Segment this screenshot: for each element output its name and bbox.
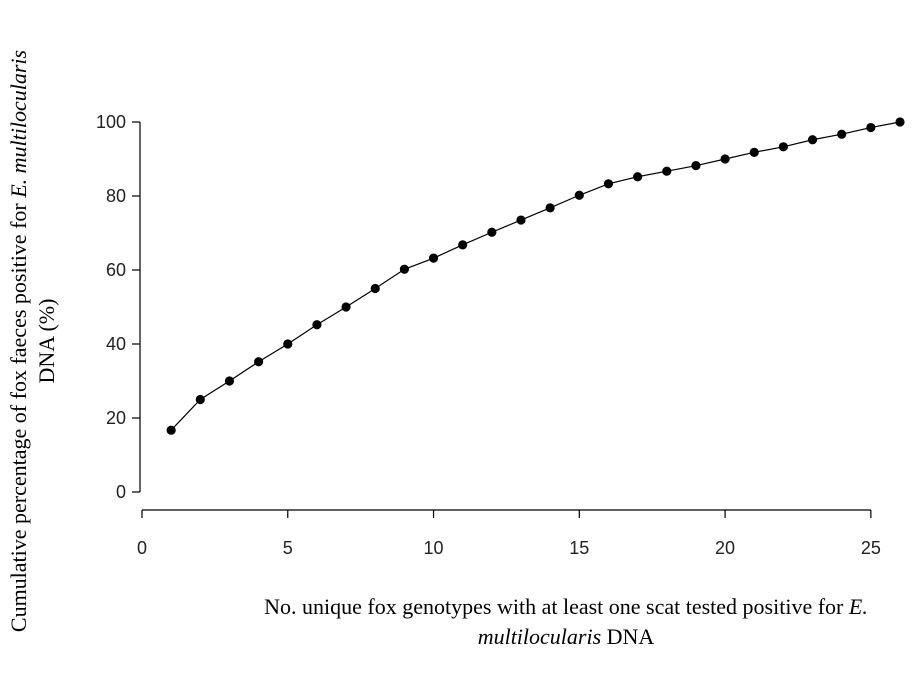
y-tick-label: 20 xyxy=(106,408,126,428)
data-point xyxy=(662,166,672,176)
x-tick-label: 25 xyxy=(861,538,881,558)
data-point xyxy=(633,172,643,182)
x-axis: 0 5 10 15 20 25 xyxy=(137,509,881,558)
y-axis-title: Cumulative percentage of fox faeces posi… xyxy=(6,50,31,632)
x-tick-label: 10 xyxy=(424,538,444,558)
x-axis-title: No. unique fox genotypes with at least o… xyxy=(264,594,868,619)
data-point xyxy=(312,320,322,330)
data-point xyxy=(224,376,235,386)
data-point xyxy=(574,190,584,200)
data-point xyxy=(166,425,176,435)
data-point xyxy=(195,394,205,405)
y-tick-label: 80 xyxy=(106,186,126,206)
data-point xyxy=(545,203,555,213)
data-point xyxy=(341,302,351,312)
data-point xyxy=(778,142,788,152)
x-tick-label: 20 xyxy=(715,538,735,558)
data-point xyxy=(720,154,730,164)
data-point xyxy=(691,161,701,171)
y-tick-label: 40 xyxy=(106,334,126,354)
y-axis-title-line2: DNA (%) xyxy=(34,299,59,384)
data-point xyxy=(283,339,293,349)
data-point xyxy=(895,117,905,127)
data-point xyxy=(254,357,264,367)
y-axis: 0 20 40 60 80 100 xyxy=(96,112,141,502)
data-point xyxy=(458,240,468,250)
x-axis-title-line2: multilocularis DNA xyxy=(478,624,655,649)
x-tick-label: 0 xyxy=(137,538,147,558)
x-tick-label: 5 xyxy=(283,538,293,558)
data-point xyxy=(399,264,409,274)
data-point xyxy=(807,135,818,145)
data-point xyxy=(749,147,759,157)
y-tick-label: 100 xyxy=(96,112,126,132)
data-point xyxy=(370,283,380,294)
data-point xyxy=(603,179,614,189)
data-point xyxy=(428,253,439,263)
data-point xyxy=(837,129,847,139)
x-tick-label: 15 xyxy=(569,538,589,558)
data-point xyxy=(866,122,876,133)
series-line xyxy=(170,121,901,431)
y-tick-label: 60 xyxy=(106,260,126,280)
data-point xyxy=(487,227,497,237)
y-tick-label: 0 xyxy=(116,482,126,502)
data-point xyxy=(516,215,526,225)
plot-area xyxy=(166,117,905,435)
